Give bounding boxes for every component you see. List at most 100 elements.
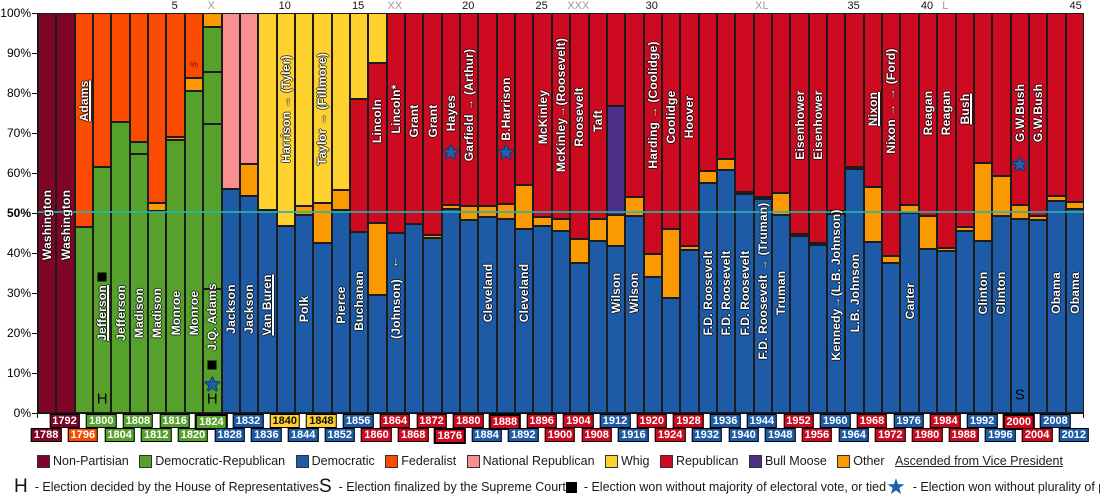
- year-label-1840: 1840: [269, 414, 300, 428]
- segment-1904-oth: [570, 238, 589, 263]
- segment-1968-dem: [863, 242, 883, 413]
- segment-1880-oth: [460, 206, 479, 221]
- top-axis-mark-5: 5: [171, 0, 178, 12]
- president-label-1968: Nixon: [865, 91, 880, 127]
- y-tick: [32, 373, 37, 374]
- year-label-1900: 1900: [544, 428, 576, 442]
- segment-1888-rep: [496, 13, 516, 205]
- year-label-2004: 2004: [1021, 428, 1053, 442]
- segment-1796-fed: [74, 13, 94, 227]
- segment-1872-oth: [423, 234, 442, 238]
- president-label-1856: Buchanan: [352, 271, 367, 331]
- year-label-1948: 1948: [764, 428, 796, 442]
- bar-1984: [937, 13, 956, 413]
- segment-1892-oth: [515, 185, 534, 229]
- year-label-1860: 1860: [361, 428, 392, 442]
- year-label-1936: 1936: [709, 414, 741, 428]
- y-tick: [32, 293, 37, 294]
- segment-1992-dem: [973, 241, 993, 413]
- segment-2008-dem: [1047, 201, 1066, 413]
- segment-1956-rep: [808, 13, 828, 243]
- segment-1900-dem: [551, 231, 571, 413]
- segment-1936-oth: [716, 159, 736, 170]
- year-label-2008: 2008: [1040, 414, 1071, 428]
- segment-1876-rep: [441, 13, 461, 205]
- president-label-1876: Hayes: [443, 94, 458, 132]
- year-label-1968: 1968: [856, 414, 888, 428]
- bar-1828: [221, 13, 240, 413]
- segment-1948-oth: [772, 193, 791, 215]
- year-label-1792: 1792: [49, 414, 80, 428]
- segment-1884-rep: [478, 13, 497, 207]
- president-label-1940: F.D. Roosevelt: [737, 250, 752, 336]
- bar-1840: [276, 13, 295, 413]
- year-label-1960: 1960: [820, 414, 851, 428]
- succession-arrow-icon: ↓: [392, 253, 400, 269]
- president-label-1972: Nixon → → (Ford): [884, 48, 899, 154]
- segment-1848-oth: [313, 202, 332, 243]
- segment-1828-nr: [221, 13, 240, 189]
- president-label-1904: Roosevelt: [572, 87, 587, 147]
- president-label-1976: Carter: [902, 282, 917, 320]
- president-label-1808: Madison: [131, 287, 146, 339]
- year-label-2000: 2000: [1002, 414, 1036, 430]
- segment-1904-dem: [570, 262, 589, 413]
- segment-1920-rep: [643, 13, 662, 255]
- segment-1824-dr: [203, 72, 222, 125]
- segment-1800-fed: [93, 13, 112, 168]
- y-axis-label-60pct: 60%: [6, 166, 31, 180]
- segment-1896-dem: [533, 226, 552, 413]
- year-label-1844: 1844: [287, 428, 319, 442]
- segment-1920-dem: [643, 276, 662, 413]
- president-label-1884: Cleveland: [480, 263, 495, 323]
- president-label-1820: Monroe: [186, 290, 201, 336]
- segment-1824-oth: [203, 13, 222, 27]
- bar-1852: [331, 13, 350, 413]
- year-label-1908: 1908: [581, 428, 612, 442]
- segment-1864-dem: [386, 233, 405, 413]
- segment-1984-oth: [937, 248, 956, 251]
- bar-1948: [772, 13, 791, 413]
- year-label-1980: 1980: [911, 428, 943, 442]
- president-label-1796: Adams: [76, 80, 91, 122]
- legend-label: National Republican: [482, 454, 595, 468]
- bar-1932: [698, 13, 717, 413]
- legend-markers-row: H - Election decided by the House of Repr…: [14, 476, 1100, 498]
- bar-1976: [900, 13, 919, 413]
- segment-1892-rep: [515, 13, 534, 185]
- segment-1924-oth: [661, 229, 681, 298]
- segment-1964-rep: [845, 13, 864, 167]
- y-axis-label-20pct: 20%: [6, 326, 31, 340]
- president-label-1788: Washington: [40, 189, 55, 261]
- segment-1920-oth: [643, 254, 662, 277]
- top-axis-mark-30: 30: [645, 0, 658, 12]
- segment-1996-rep: [992, 13, 1011, 176]
- year-label-1996: 1996: [985, 428, 1016, 442]
- year-label-1992: 1992: [966, 414, 998, 428]
- segment-1932-dem: [698, 183, 717, 413]
- y-axis-label-50pct: 50%: [6, 206, 31, 220]
- bar-1956: [808, 13, 828, 413]
- president-label-2012: Obama: [1067, 272, 1082, 314]
- president-label-1920: Harding → (Coolidge): [645, 41, 660, 169]
- segment-1848-dem: [313, 243, 332, 413]
- legend-label: Other: [853, 454, 885, 468]
- legend-item-republican: Republican: [659, 454, 739, 468]
- segment-1864-rep: [386, 13, 405, 233]
- president-label-1848: Taylor → (Fillmore): [315, 52, 330, 166]
- segment-1900-rep: [551, 13, 571, 220]
- legend-label: Federalist: [401, 454, 457, 468]
- bar-1912: [606, 13, 626, 413]
- year-label-1796: 1796: [67, 428, 99, 442]
- year-label-1964: 1964: [838, 428, 869, 442]
- segment-2012-rep: [1065, 13, 1084, 202]
- segment-1852-dem: [331, 209, 350, 413]
- y-axis-label-90pct: 90%: [6, 46, 31, 60]
- segment-1932-rep: [698, 13, 717, 172]
- year-label-1852: 1852: [324, 428, 356, 442]
- segment-1868-dem: [405, 223, 424, 413]
- legend-item-non-partisian: Non-Partisian: [37, 454, 129, 468]
- bar-1864: [386, 13, 405, 413]
- segment-1940-dem: [735, 194, 754, 413]
- bar-1816: [166, 13, 185, 413]
